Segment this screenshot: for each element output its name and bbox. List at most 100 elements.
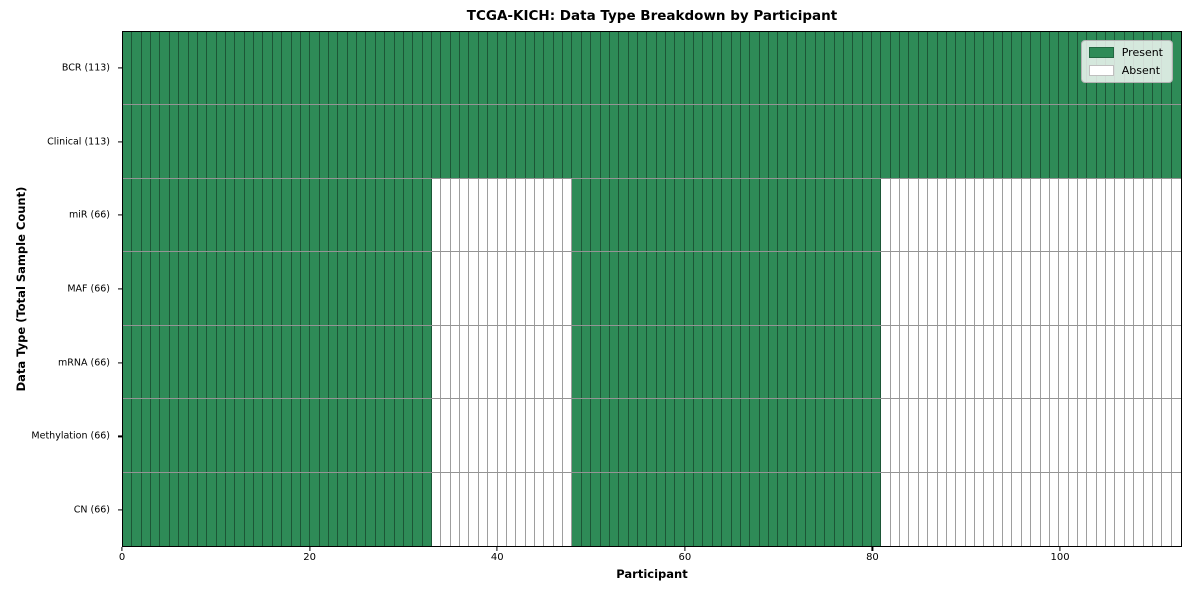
heatmap-cell — [834, 325, 844, 399]
heatmap-cell — [385, 472, 395, 546]
heatmap-cell — [684, 252, 695, 325]
heatmap-cell — [291, 105, 301, 178]
heatmap-cell — [525, 178, 535, 252]
heatmap-cell — [151, 399, 161, 472]
heatmap-cell — [225, 178, 236, 252]
heatmap-cell — [488, 32, 498, 105]
heatmap-cell — [759, 325, 770, 399]
heatmap-cell — [506, 105, 517, 178]
heatmap-cell — [769, 32, 779, 105]
heatmap-cell — [675, 399, 685, 472]
heatmap-cell — [684, 105, 695, 178]
heatmap-cell — [1068, 105, 1078, 178]
heatmap-cell — [1106, 472, 1116, 546]
heatmap-cell — [712, 325, 723, 399]
heatmap-cell — [722, 32, 732, 105]
heatmap-cell — [216, 472, 226, 546]
heatmap-cell — [928, 105, 938, 178]
heatmap-cell — [207, 32, 217, 105]
heatmap-cell — [563, 252, 573, 325]
heatmap-cell — [1162, 399, 1172, 472]
heatmap-cell — [600, 252, 610, 325]
heatmap-cell — [1049, 399, 1060, 472]
heatmap-cell — [722, 399, 732, 472]
heatmap-cell — [890, 178, 901, 252]
heatmap-cell — [712, 105, 723, 178]
heatmap-cell — [815, 472, 826, 546]
heatmap-cell — [291, 252, 301, 325]
heatmap-cell — [534, 252, 545, 325]
heatmap-cell — [441, 32, 451, 105]
heatmap-cell — [1096, 178, 1107, 252]
heatmap-cell — [909, 472, 919, 546]
y-tick-label: MAF (66) — [67, 283, 110, 295]
heatmap-cell — [815, 105, 826, 178]
heatmap-cell — [806, 252, 816, 325]
heatmap-cell — [647, 399, 657, 472]
heatmap-cell — [759, 472, 770, 546]
heatmap-cell — [609, 472, 620, 546]
heatmap-cell — [647, 32, 657, 105]
heatmap-cell — [984, 105, 994, 178]
heatmap-cell — [881, 399, 891, 472]
heatmap-cell — [225, 105, 236, 178]
legend: Present Absent — [1080, 40, 1173, 83]
heatmap-cell — [544, 178, 554, 252]
heatmap-cell — [506, 32, 517, 105]
heatmap-cell — [778, 399, 788, 472]
heatmap-cell — [375, 32, 386, 105]
heatmap-cell — [1040, 399, 1050, 472]
y-tick-mark — [118, 509, 122, 511]
heatmap-cell — [431, 325, 442, 399]
heatmap-cell — [890, 105, 901, 178]
heatmap-cell — [516, 252, 526, 325]
heatmap-cell — [263, 178, 273, 252]
heatmap-cell — [132, 252, 142, 325]
heatmap-cell — [881, 105, 891, 178]
heatmap-cell — [516, 472, 526, 546]
heatmap-cell — [394, 472, 404, 546]
heatmap-cell — [422, 325, 432, 399]
heatmap-cell — [862, 325, 873, 399]
heatmap-cell — [834, 472, 844, 546]
heatmap-cell — [956, 472, 966, 546]
heatmap-cell — [216, 178, 226, 252]
heatmap-cell — [965, 32, 976, 105]
heatmap-cell — [197, 252, 208, 325]
heatmap-cell — [600, 472, 610, 546]
heatmap-cell — [544, 325, 554, 399]
heatmap-cell — [694, 252, 704, 325]
heatmap-cell — [1031, 399, 1041, 472]
heatmap-cell — [375, 325, 386, 399]
heatmap-cell — [179, 105, 189, 178]
heatmap-cell — [1068, 32, 1078, 105]
heatmap-cell — [225, 32, 236, 105]
heatmap-cell — [843, 399, 854, 472]
heatmap-cell — [712, 32, 723, 105]
heatmap-cell — [937, 178, 947, 252]
heatmap-cell — [881, 252, 891, 325]
heatmap-cell — [843, 325, 854, 399]
heatmap-cell — [694, 105, 704, 178]
heatmap-cell — [151, 105, 161, 178]
heatmap-cell — [385, 325, 395, 399]
heatmap-cell — [338, 178, 348, 252]
heatmap-cell — [637, 325, 648, 399]
heatmap-cell — [806, 325, 816, 399]
heatmap-cell — [385, 399, 395, 472]
heatmap-cell — [1049, 105, 1060, 178]
heatmap-cell — [460, 399, 470, 472]
heatmap-cell — [291, 325, 301, 399]
heatmap-cell — [563, 32, 573, 105]
heatmap-cell — [975, 399, 985, 472]
heatmap-cell — [460, 252, 470, 325]
heatmap-cell — [797, 252, 807, 325]
heatmap-cell — [160, 105, 170, 178]
heatmap-cell — [263, 252, 273, 325]
heatmap-cell — [300, 325, 311, 399]
heatmap-cell — [1059, 399, 1069, 472]
heatmap-cell — [544, 399, 554, 472]
heatmap-cell — [834, 105, 844, 178]
x-tick-mark — [121, 547, 123, 551]
heatmap-cell — [965, 105, 976, 178]
